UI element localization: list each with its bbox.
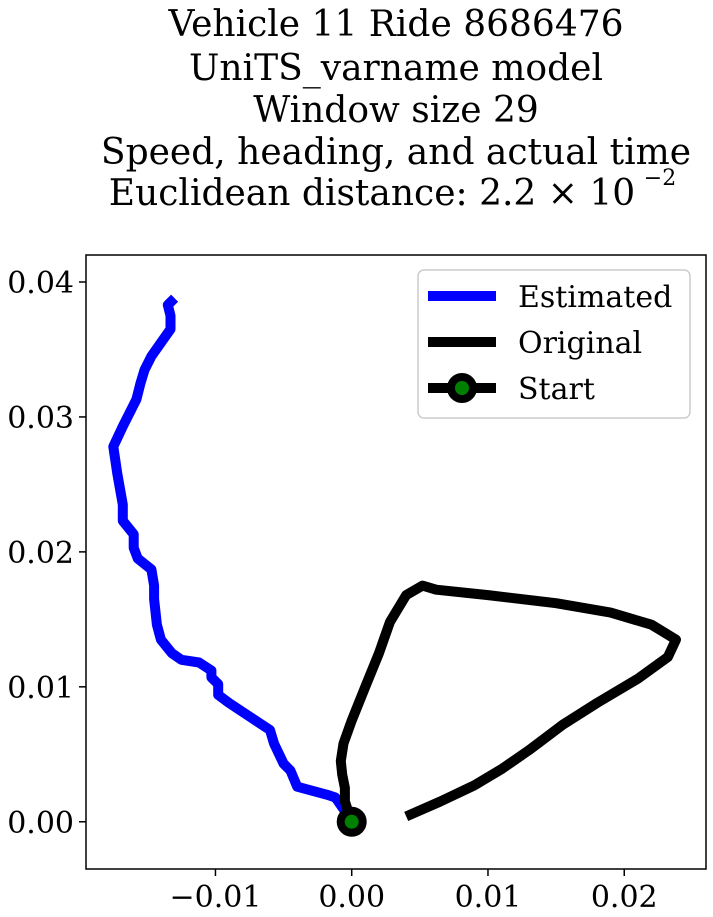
marker-layer <box>336 806 367 837</box>
y-axis: 0.00 0.01 0.02 0.03 0.04 <box>7 266 86 841</box>
legend-start-marker <box>447 373 477 403</box>
x-tick-label: 0.02 <box>591 880 658 915</box>
x-tick-label: 0.01 <box>455 880 522 915</box>
title-line-4: Speed, heading, and actual time <box>101 132 691 173</box>
legend-start-label: Start <box>518 372 595 407</box>
x-tick-label: −0.01 <box>169 880 261 915</box>
y-tick-label: 0.03 <box>7 401 74 436</box>
title-line-1: Vehicle 11 Ride 8686476 <box>167 4 623 45</box>
series-layer <box>108 294 681 825</box>
y-tick-label: 0.02 <box>7 536 74 571</box>
y-tick-label: 0.04 <box>7 266 74 301</box>
series-line-original <box>335 580 681 824</box>
y-tick-label: 0.00 <box>7 806 74 841</box>
legend-box <box>417 269 691 419</box>
plot-frame <box>85 254 707 870</box>
start-marker <box>336 806 367 837</box>
x-axis: −0.01 0.00 0.01 0.02 <box>169 869 658 915</box>
x-tick-label: 0.00 <box>318 880 385 915</box>
series-line-estimated <box>108 294 356 825</box>
legend: Estimated Original Start <box>417 269 691 419</box>
legend-estimated-label: Estimated <box>518 280 672 315</box>
y-tick-label: 0.01 <box>7 671 74 706</box>
title-line-5: Euclidean distance: 2.2 × 10 <box>109 173 635 214</box>
title-exponent: −2 <box>644 166 676 191</box>
title-line-2: UniTS_varname model <box>189 48 603 89</box>
chart-title: Vehicle 11 Ride 8686476 UniTS_varname mo… <box>101 4 691 214</box>
legend-original-label: Original <box>518 326 642 361</box>
title-line-3: Window size 29 <box>253 90 539 131</box>
